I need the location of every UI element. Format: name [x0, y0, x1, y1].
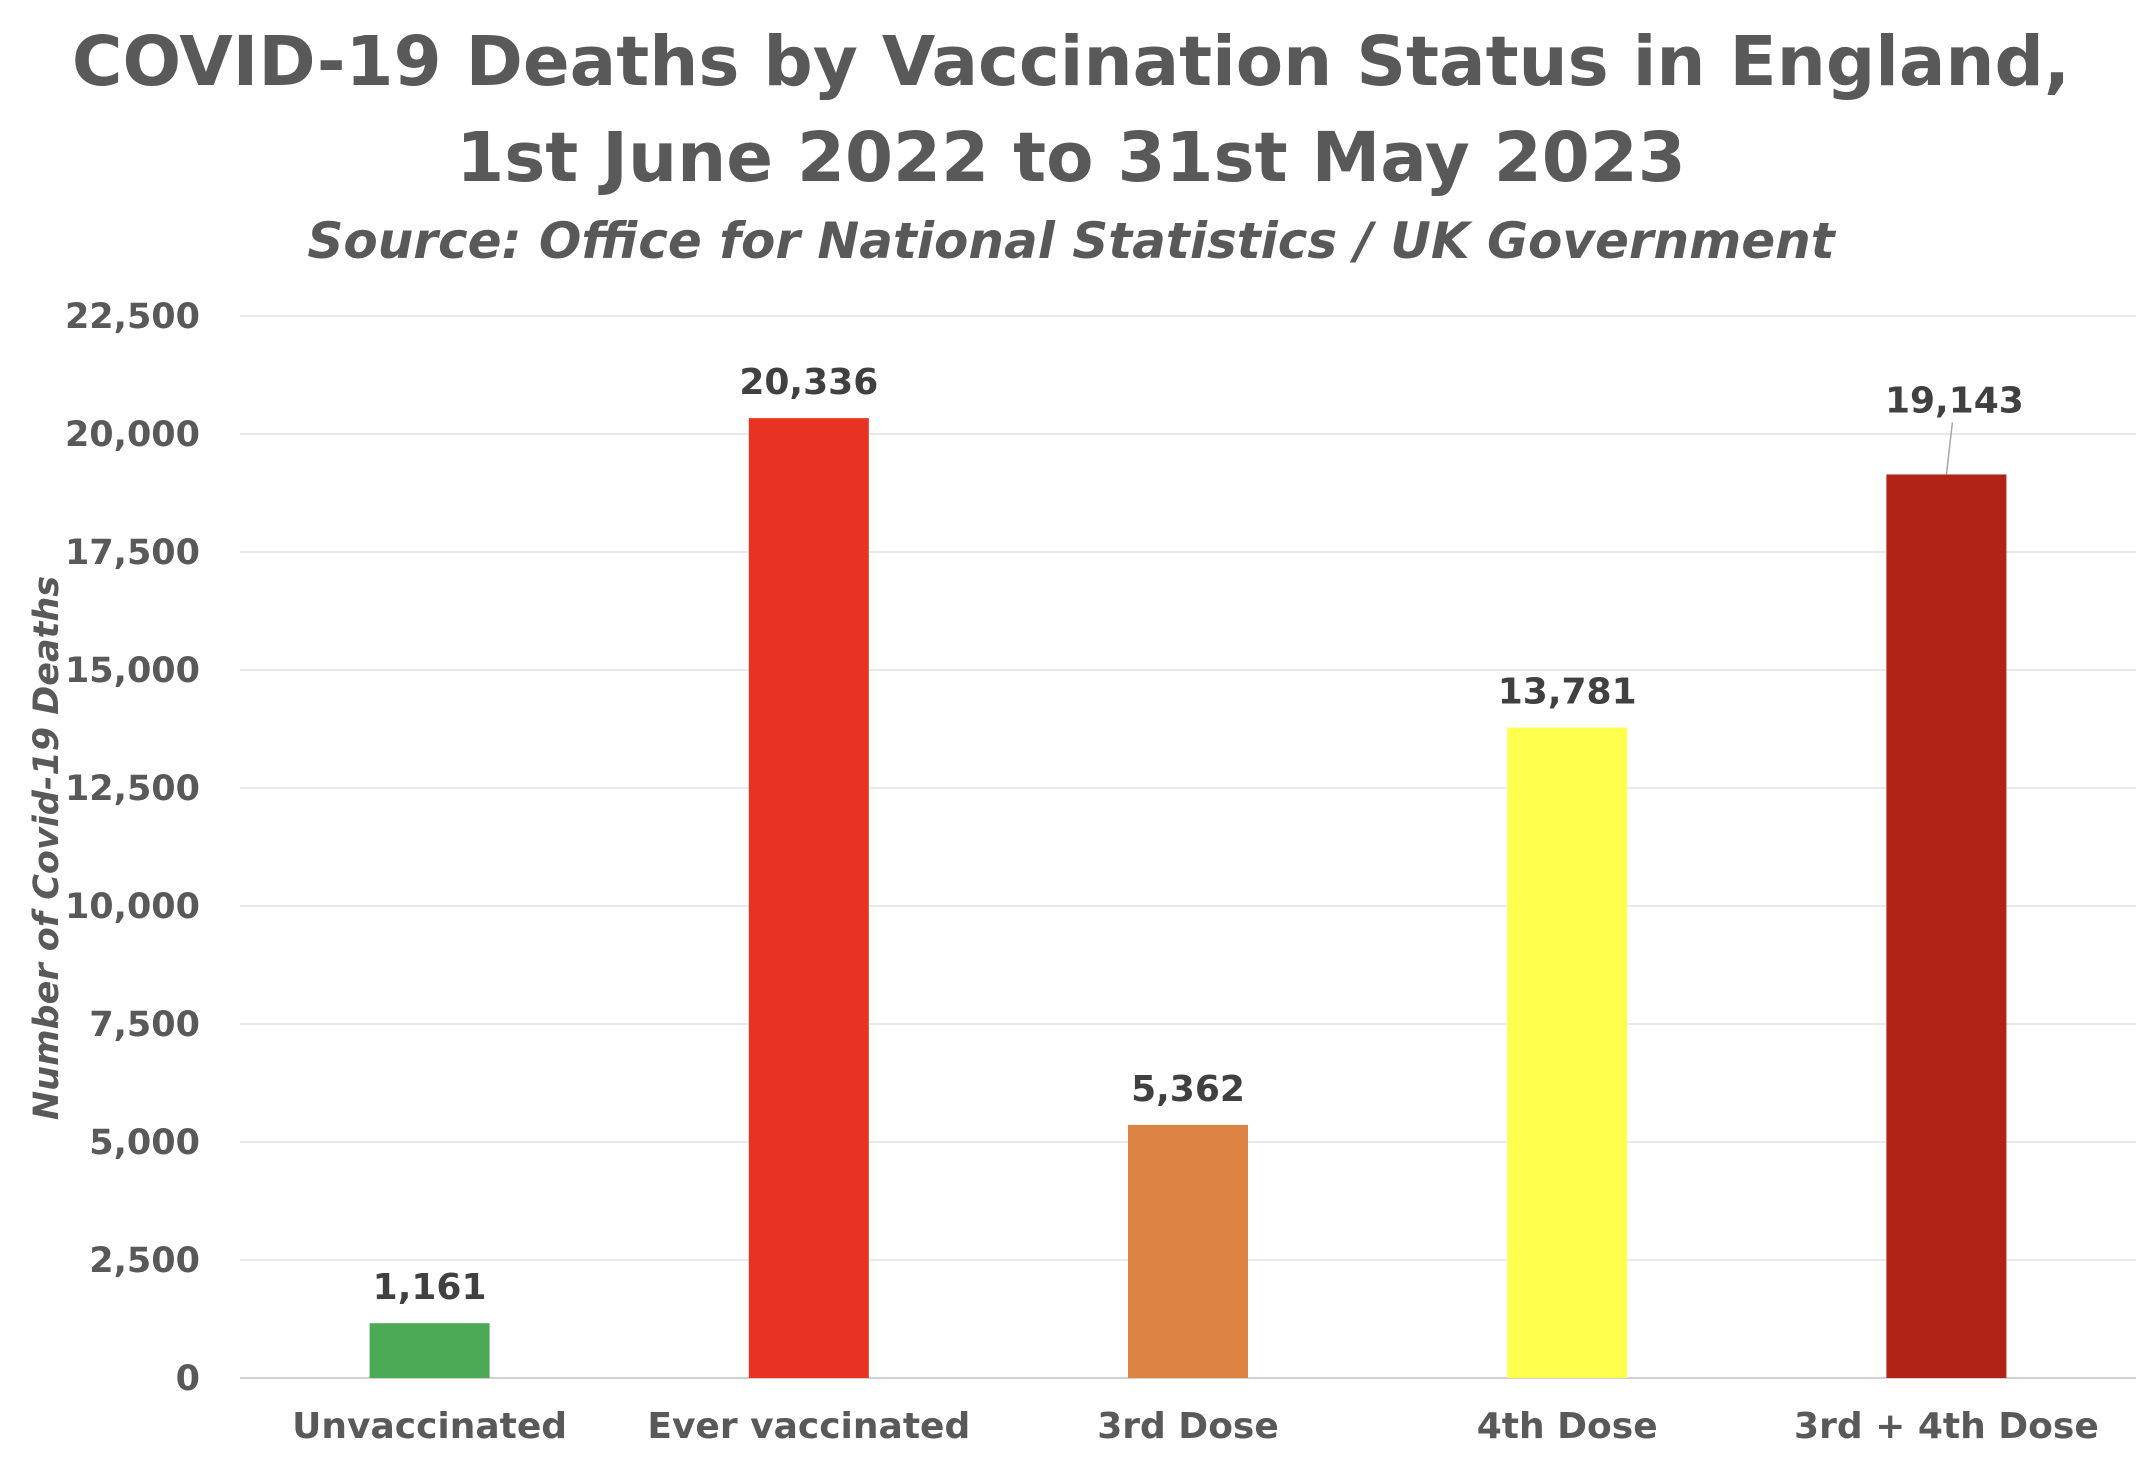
data-label: 5,362 [1131, 1069, 1245, 1110]
y-tick-label: 2,500 [89, 1241, 200, 1281]
chart-title-line-1: COVID-19 Deaths by Vaccination Status in… [71, 22, 2071, 102]
y-tick-label: 15,000 [65, 651, 200, 691]
data-label: 20,336 [739, 362, 878, 403]
bars [369, 418, 2007, 1378]
bar [1886, 474, 2007, 1378]
chart-subtitle: Source: Office for National Statistics /… [307, 212, 1835, 270]
data-label: 1,161 [373, 1267, 487, 1308]
bar [1507, 727, 1628, 1378]
bar [369, 1323, 490, 1378]
x-category-label: 3rd Dose [1097, 1406, 1279, 1447]
chart-title-block: COVID-19 Deaths by Vaccination Status in… [0, 14, 2142, 276]
x-axis-categories: Unvaccinated Ever vaccinated 3rd Dose 4th D… [292, 1406, 2099, 1447]
y-tick-label: 10,000 [65, 887, 200, 927]
y-tick-label: 17,500 [65, 533, 200, 573]
chart-title-line-2: 1st June 2022 to 31st May 2023 [456, 118, 1686, 198]
x-category-label: 3rd + 4th Dose [1794, 1406, 2099, 1447]
data-label-leader-line [1945, 422, 1954, 475]
bar [748, 418, 869, 1378]
bar [1128, 1124, 1248, 1378]
y-tick-label: 0 [176, 1359, 200, 1399]
x-category-label: Ever vaccinated [647, 1406, 970, 1447]
x-category-label: 4th Dose [1477, 1406, 1658, 1447]
y-tick-label: 20,000 [65, 415, 200, 455]
y-tick-label: 5,000 [89, 1123, 200, 1163]
y-tick-label: 12,500 [65, 769, 200, 809]
y-axis-ticks: 0 2,500 5,000 7,500 10,000 12,500 15,000 17,500… [65, 297, 200, 1399]
y-tick-label: 7,500 [89, 1005, 200, 1045]
data-label: 19,143 [1885, 380, 2024, 421]
x-category-label: Unvaccinated [292, 1406, 567, 1447]
gridlines [240, 315, 2136, 1379]
y-tick-label: 22,500 [65, 297, 200, 337]
y-axis-title: Number of Covid-19 Deaths [27, 576, 67, 1120]
data-labels: 1,161 20,336 5,362 13,781 19,143 [373, 362, 2024, 1308]
data-label: 13,781 [1498, 672, 1637, 713]
